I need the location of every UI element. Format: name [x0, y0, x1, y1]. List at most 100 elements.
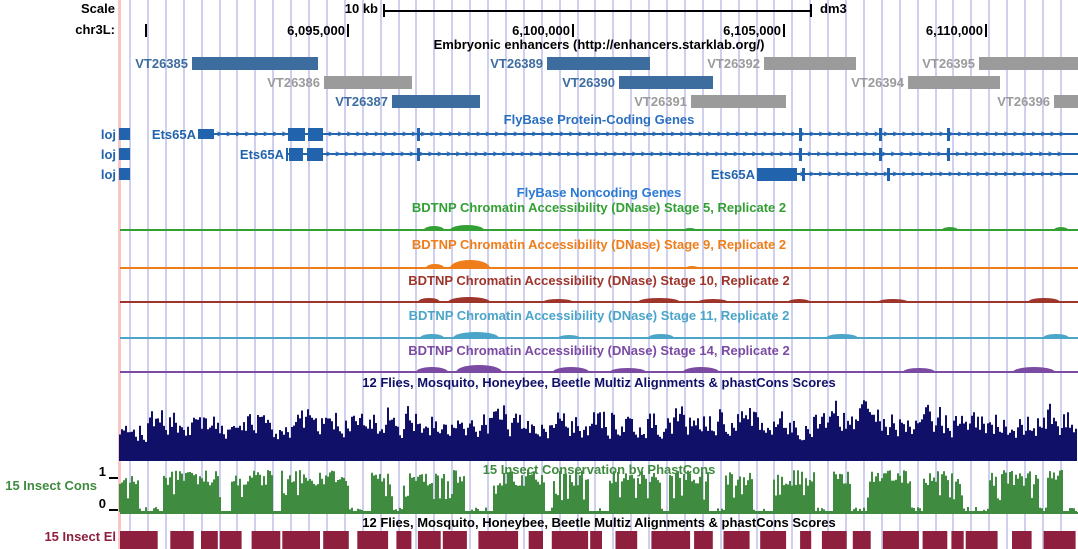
gene-exon-tall[interactable] [307, 147, 323, 161]
enhancer-item-VT26386[interactable] [324, 76, 412, 89]
gene-label-Ets65A[interactable]: Ets65A [151, 127, 196, 142]
dnase-peak [424, 226, 444, 230]
gene-exon-tick[interactable] [286, 147, 288, 161]
dnase-peak [450, 260, 490, 268]
dnase-peak [1043, 334, 1069, 338]
gridline [791, 0, 794, 549]
gene-label-left-loj[interactable]: loj [100, 147, 116, 162]
gridline [308, 0, 310, 549]
gene-exon-tick[interactable] [799, 147, 802, 161]
enhancer-label-VT26392[interactable]: VT26392 [707, 56, 760, 71]
dnase-peak [698, 299, 728, 302]
gridline [290, 0, 293, 549]
gene-label-left-loj[interactable]: loj [100, 127, 116, 142]
enhancer-item-VT26387[interactable] [392, 95, 480, 108]
enhancer-item-VT26391[interactable] [691, 95, 786, 108]
gene-exon-tall[interactable] [757, 167, 797, 181]
enhancer-item-VT26396[interactable] [1054, 95, 1078, 108]
gridline [701, 0, 704, 549]
conserved-elements-blocks[interactable] [120, 531, 1076, 549]
enhancer-label-VT26386[interactable]: VT26386 [267, 75, 320, 90]
gene-exon-partial[interactable] [119, 128, 130, 140]
gene-exon-tick[interactable] [417, 147, 420, 161]
gene-exon-med[interactable] [198, 129, 214, 139]
enhancer-label-VT26391[interactable]: VT26391 [634, 94, 687, 109]
position-highlight-line [118, 0, 121, 549]
enhancer-label-VT26385[interactable]: VT26385 [135, 56, 188, 71]
gridline [648, 0, 651, 549]
dnase-baseline-1[interactable] [120, 267, 1078, 269]
enhancer-label-VT26389[interactable]: VT26389 [490, 56, 543, 71]
track-title-dnase-stage10[interactable]: BDTNP Chromatin Accessibility (DNase) St… [408, 273, 790, 288]
enhancer-label-VT26395[interactable]: VT26395 [922, 56, 975, 71]
dnase-baseline-3[interactable] [120, 337, 1078, 339]
coordinate-tick [347, 24, 349, 37]
track-title-conservation[interactable]: 15 Insect Conservation by PhastCons [482, 462, 716, 477]
gridline [755, 0, 758, 549]
scale-row-label: Scale [81, 1, 115, 16]
track-title-multiz-top[interactable]: 12 Flies, Mosquito, Honeybee, Beetle Mul… [362, 375, 836, 390]
gene-exon-tall[interactable] [289, 147, 303, 161]
dnase-peak [878, 299, 908, 302]
axis-label-zero: 0 [98, 496, 106, 511]
gridline [558, 0, 561, 549]
gene-exon-tick[interactable] [947, 147, 950, 161]
enhancer-item-VT26395[interactable] [979, 57, 1078, 70]
gene-exon-tick[interactable] [799, 127, 802, 141]
enhancer-label-VT26390[interactable]: VT26390 [562, 75, 615, 90]
gene-exon-tick[interactable] [802, 167, 805, 181]
track-title-multiz-bottom[interactable]: 12 Flies, Mosquito, Honeybee, Beetle Mul… [362, 515, 836, 530]
elements-left-label[interactable]: 15 Insect El [44, 529, 116, 544]
gridline [612, 0, 615, 549]
conservation-left-label[interactable]: 15 Insect Cons [5, 478, 97, 493]
enhancer-item-VT26394[interactable] [908, 76, 1000, 89]
gene-exon-tall[interactable] [288, 127, 305, 141]
enhancer-item-VT26385[interactable] [192, 57, 318, 70]
track-title-dnase-stage5[interactable]: BDTNP Chromatin Accessibility (DNase) St… [411, 200, 787, 215]
gene-label-Ets65A[interactable]: Ets65A [710, 167, 755, 182]
gene-exon-partial[interactable] [119, 148, 130, 160]
track-title-flybase-coding[interactable]: FlyBase Protein-Coding Genes [503, 112, 695, 127]
multiz-density-histogram[interactable] [119, 400, 1077, 461]
enhancer-label-VT26396[interactable]: VT26396 [997, 94, 1050, 109]
gene-exon-tick[interactable] [887, 167, 890, 181]
dnase-baseline-2[interactable] [120, 301, 1078, 303]
gridline [218, 0, 221, 549]
conservation-histogram[interactable] [119, 470, 1077, 512]
gene-exon-partial[interactable] [119, 168, 130, 180]
gene-label-Ets65A[interactable]: Ets65A [239, 147, 284, 162]
enhancer-label-VT26387[interactable]: VT26387 [335, 94, 388, 109]
enhancer-label-VT26394[interactable]: VT26394 [851, 75, 904, 90]
gene-intron-line[interactable] [214, 133, 1078, 135]
track-title-flybase-noncoding[interactable]: FlyBase Noncoding Genes [516, 185, 682, 200]
gene-intron-line[interactable] [286, 153, 1078, 155]
dnase-peak [942, 227, 958, 230]
gene-intron-line[interactable] [797, 173, 1078, 175]
gene-exon-tick[interactable] [417, 127, 420, 141]
coordinate-label: 6,100,000 [512, 23, 570, 38]
dnase-peak [1054, 227, 1068, 230]
dnase-baseline-0[interactable] [120, 229, 1078, 231]
track-title-dnase-stage9[interactable]: BDTNP Chromatin Accessibility (DNase) St… [411, 237, 787, 252]
dnase-baseline-4[interactable] [120, 371, 1078, 373]
dnase-peak [684, 228, 696, 230]
gridline [200, 0, 203, 549]
gene-exon-tick[interactable] [879, 147, 882, 161]
enhancer-item-VT26390[interactable] [619, 76, 713, 89]
dnase-peak [686, 266, 698, 268]
gene-label-left-loj[interactable]: loj [100, 167, 116, 182]
track-title-dnase-stage14[interactable]: BDTNP Chromatin Accessibility (DNase) St… [408, 343, 790, 358]
gene-exon-tall[interactable] [308, 127, 323, 141]
enhancer-item-VT26389[interactable] [547, 57, 650, 70]
dnase-peak [553, 367, 589, 372]
gridline [773, 0, 776, 549]
track-title-embryonic-enhancers[interactable]: Embryonic enhancers (http://enhancers.st… [433, 37, 765, 52]
gene-exon-tick[interactable] [879, 127, 882, 141]
enhancer-item-VT26392[interactable] [764, 57, 856, 70]
track-title-dnase-stage11[interactable]: BDTNP Chromatin Accessibility (DNase) St… [408, 308, 790, 323]
gridline [397, 0, 400, 549]
gene-exon-tick[interactable] [947, 127, 950, 141]
dnase-peak [610, 368, 646, 372]
scale-bar-line [383, 10, 812, 12]
